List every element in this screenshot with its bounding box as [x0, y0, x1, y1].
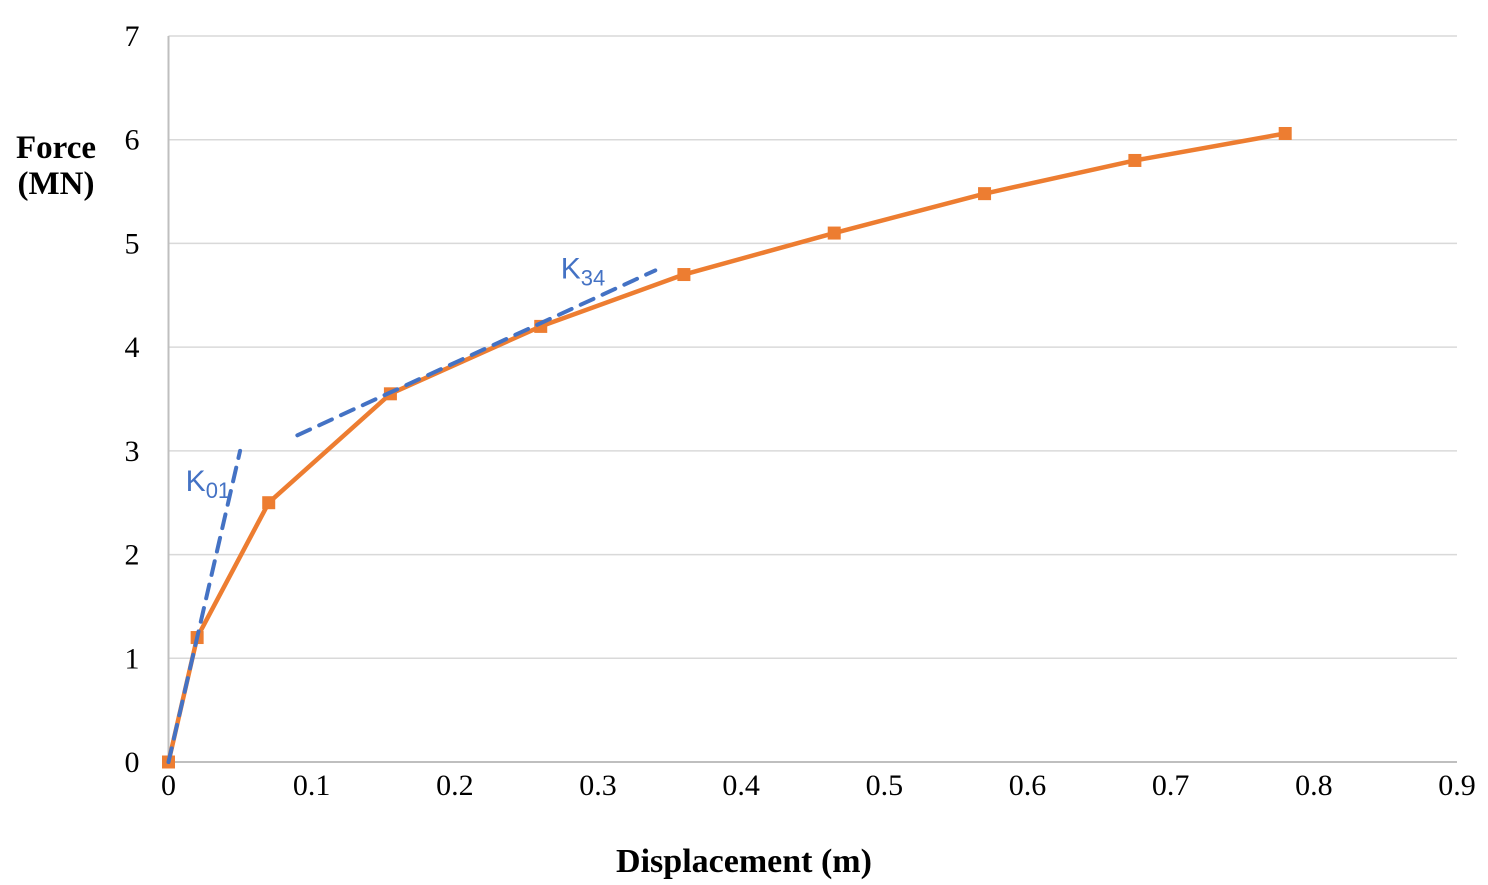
y-tick-label-5: 5 — [125, 227, 140, 260]
x-tick-label-0.6: 0.6 — [1009, 769, 1047, 802]
data-point-marker-7 — [978, 187, 992, 201]
annotation-subscript-01: 01 — [206, 478, 230, 503]
y-tick-label-6: 6 — [125, 124, 140, 157]
x-tick-label-0.1: 0.1 — [293, 769, 331, 802]
x-tick-label-0.7: 0.7 — [1152, 769, 1190, 802]
data-point-marker-9 — [1278, 126, 1292, 140]
x-tick-label-0.3: 0.3 — [579, 769, 617, 802]
k34-stiffness-line — [295, 268, 658, 438]
x-tick-label-0.8: 0.8 — [1295, 769, 1333, 802]
y-tick-label-2: 2 — [125, 539, 140, 572]
x-tick-label-0.9: 0.9 — [1438, 769, 1476, 802]
y-tick-label-1: 1 — [125, 642, 140, 675]
x-tick-label-0.2: 0.2 — [436, 769, 474, 802]
data-point-marker-2 — [262, 496, 276, 510]
x-tick-label-0.4: 0.4 — [722, 769, 760, 802]
x-tick-label-0: 0 — [161, 769, 176, 802]
y-tick-label-0: 0 — [125, 746, 140, 779]
data-point-marker-5 — [677, 268, 691, 282]
annotation-subscript-34: 34 — [581, 265, 605, 290]
y-axis-title-line2: (MN) — [17, 166, 95, 202]
k01-stiffness-line — [166, 448, 243, 764]
data-point-marker-8 — [1128, 153, 1142, 167]
force-displacement-curve — [166, 131, 1288, 765]
x-axis-title: Displacement (m) — [616, 843, 872, 880]
annotation-K01: K01 — [186, 465, 231, 503]
data-point-marker-6 — [827, 226, 841, 240]
annotation-K34: K34 — [561, 252, 606, 290]
y-tick-label-7: 7 — [125, 20, 140, 53]
x-tick-label-0.5: 0.5 — [866, 769, 904, 802]
y-axis-title: Force (MN) — [0, 130, 112, 202]
y-tick-label-4: 4 — [125, 331, 140, 364]
y-tick-label-3: 3 — [125, 435, 140, 468]
y-axis-title-line1: Force — [15, 130, 96, 166]
